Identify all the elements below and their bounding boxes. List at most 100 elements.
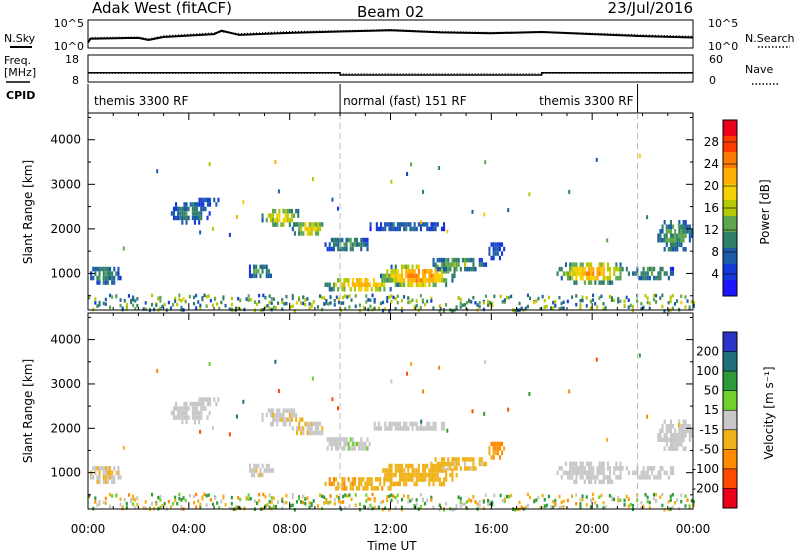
echo-cell: [419, 426, 422, 431]
ground-scatter-cell: [459, 301, 462, 305]
echo-cell: [278, 412, 281, 418]
velocity-colorbar-tick-label: 100: [696, 364, 719, 378]
echo-cell: [659, 238, 662, 243]
echo-cell: [117, 466, 120, 471]
ground-scatter-cell: [617, 296, 620, 301]
ground-scatter-cell: [550, 306, 553, 310]
ground-scatter-cell: [671, 306, 674, 310]
echo-cell: [267, 273, 270, 279]
ground-scatter-cell: [598, 296, 601, 300]
echo-cell: [92, 466, 95, 471]
ground-scatter-cell: [652, 492, 655, 497]
echo-cell: [636, 470, 639, 476]
echo-cell: [569, 262, 572, 267]
echo-cell: [417, 278, 420, 283]
ground-scatter-cell: [151, 293, 154, 298]
ground-scatter-cell: [636, 498, 639, 502]
echo-cell: [265, 468, 268, 473]
echo-cell: [401, 269, 404, 274]
echo-cell: [179, 206, 182, 212]
ground-scatter-cell: [209, 498, 212, 502]
echo-cell: [368, 441, 371, 447]
echo-cell: [351, 481, 354, 487]
ground-scatter-cell: [136, 303, 139, 308]
ground-scatter-cell: [535, 299, 538, 303]
echo-cell: [191, 211, 194, 216]
echo-cell: [383, 282, 386, 287]
echo-cell: [372, 486, 375, 491]
echo-cell: [428, 477, 431, 482]
echo-cell: [373, 421, 376, 427]
ground-scatter-cell: [526, 293, 529, 298]
echo-cell: [343, 282, 346, 287]
echo-cell: [642, 271, 645, 276]
echo-cell: [436, 257, 439, 263]
echo-cell: [396, 463, 399, 469]
echo-cell: [653, 266, 656, 272]
ground-scatter-cell: [459, 297, 462, 302]
ground-scatter-cell: [155, 502, 158, 507]
echo-cell: [569, 275, 572, 281]
ground-scatter-cell: [121, 505, 124, 509]
echo-cell: [409, 278, 412, 283]
echo-cell: [602, 466, 605, 471]
echo-cell: [430, 273, 433, 279]
ground-scatter-cell: [281, 497, 284, 501]
ground-scatter-cell: [667, 301, 670, 305]
echo-cell: [411, 468, 414, 473]
echo-cell: [617, 266, 620, 272]
velocity-colorbar-tick-label: -100: [692, 462, 719, 476]
ground-scatter-cell: [127, 493, 130, 497]
echo-cell: [106, 280, 109, 285]
echo-cell: [430, 477, 433, 482]
echo-cell: [290, 412, 293, 418]
echo-cell: [619, 461, 622, 467]
echo-cell: [428, 278, 431, 283]
echo-cell: [678, 419, 681, 424]
ground-scatter-cell: [195, 293, 198, 298]
speckle-cell: [471, 409, 474, 414]
echo-cell: [185, 202, 188, 207]
velocity-colorbar-tick-label: 15: [704, 403, 719, 417]
ground-scatter-cell: [270, 297, 273, 301]
ground-scatter-cell: [325, 498, 328, 502]
ground-scatter-cell: [478, 301, 481, 305]
echo-cell: [185, 415, 188, 420]
echo-cell: [600, 266, 603, 272]
ground-scatter-cell: [235, 505, 238, 510]
ground-scatter-cell: [199, 502, 202, 507]
echo-cell: [362, 486, 365, 491]
ground-scatter-cell: [661, 293, 664, 298]
echo-cell: [341, 437, 344, 442]
echo-cell: [407, 282, 410, 288]
ground-scatter-cell: [132, 502, 135, 507]
echo-cell: [411, 269, 414, 274]
echo-cell: [386, 269, 389, 274]
ground-scatter-cell: [604, 505, 607, 509]
echo-cell: [615, 475, 618, 480]
ground-scatter-cell: [272, 496, 275, 500]
ground-scatter-cell: [396, 500, 399, 504]
speckle-cell: [471, 209, 474, 214]
ground-scatter-cell: [327, 501, 330, 505]
echo-cell: [372, 282, 375, 287]
ground-scatter-cell: [463, 502, 466, 506]
ground-scatter-cell: [680, 294, 683, 298]
echo-cell: [113, 266, 116, 272]
echo-cell: [674, 446, 677, 451]
echo-cell: [676, 242, 679, 247]
ground-scatter-cell: [558, 506, 561, 510]
speckle-cell: [420, 419, 423, 424]
echo-cell: [276, 417, 279, 422]
echo-cell: [102, 275, 105, 281]
echo-cell: [109, 266, 112, 272]
ground-scatter-cell: [98, 303, 101, 307]
echo-cell: [267, 269, 270, 274]
ground-scatter-cell: [640, 501, 643, 505]
ground-scatter-cell: [610, 298, 613, 302]
echo-cell: [432, 468, 435, 473]
echo-cell: [390, 472, 393, 478]
echo-cell: [403, 468, 406, 473]
echo-cell: [104, 271, 107, 276]
ground-scatter-cell: [222, 295, 225, 299]
